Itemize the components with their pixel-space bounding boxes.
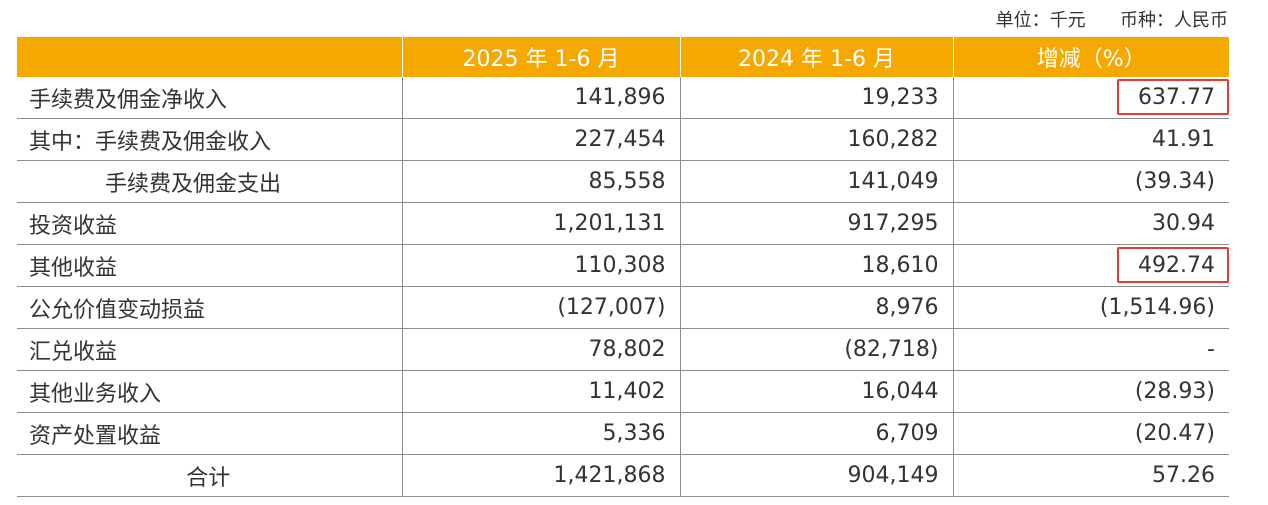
table-row: 手续费及佣金净收入 141,896 19,233 637.77 (17, 77, 1229, 119)
row-label: 公允价值变动损益 (17, 286, 402, 329)
change-value: (20.47) (952, 412, 1229, 455)
table-header-row: 2025 年 1-6 月 2024 年 1-6 月 增减（%） (17, 37, 1229, 77)
value-2024: 8,976 (679, 286, 953, 329)
change-value: - (952, 328, 1229, 371)
value-2024: 160,282 (679, 118, 953, 161)
total-label: 合计 (17, 454, 402, 497)
value-2024: 917,295 (679, 202, 953, 245)
change-value: 57.26 (952, 454, 1229, 497)
change-value: (1,514.96) (952, 286, 1229, 329)
header-item (17, 37, 402, 77)
header-2025: 2025 年 1-6 月 (401, 37, 680, 77)
value-2024: 6,709 (679, 412, 953, 455)
value-2024: 18,610 (679, 244, 953, 287)
table-row: 汇兑收益 78,802 (82,718) - (17, 328, 1229, 371)
row-label: 投资收益 (17, 202, 402, 245)
change-cell-highlighted: 492.74 (952, 244, 1229, 287)
table-row: 手续费及佣金支出 85,558 141,049 (39.34) (17, 160, 1229, 203)
value-2025: 85,558 (401, 160, 680, 203)
table-row: 其中：手续费及佣金收入 227,454 160,282 41.91 (17, 118, 1229, 161)
header-change: 增减（%） (952, 37, 1229, 77)
value-2024: 904,149 (679, 454, 953, 497)
highlight-box (1117, 79, 1229, 115)
row-label: 资产处置收益 (17, 412, 402, 455)
change-value: (28.93) (952, 370, 1229, 413)
row-label: 手续费及佣金净收入 (17, 77, 402, 119)
change-cell-highlighted: 637.77 (952, 77, 1229, 119)
income-table: 2025 年 1-6 月 2024 年 1-6 月 增减（%） 手续费及佣金净收… (17, 37, 1229, 497)
value-2024: 141,049 (679, 160, 953, 203)
units-currency-note: 单位：千元 币种：人民币 (995, 10, 1228, 31)
row-label: 手续费及佣金支出 (17, 160, 402, 203)
value-2025: 11,402 (401, 370, 680, 413)
value-2025: 141,896 (401, 77, 680, 119)
table-row: 其他收益 110,308 18,610 492.74 (17, 244, 1229, 287)
row-label: 其他收益 (17, 244, 402, 287)
value-2025: 1,201,131 (401, 202, 680, 245)
value-2025: 1,421,868 (401, 454, 680, 497)
change-value: 637.77 (1138, 85, 1215, 110)
row-label: 其他业务收入 (17, 370, 402, 413)
value-2025: (127,007) (401, 286, 680, 329)
value-2024: (82,718) (679, 328, 953, 371)
value-2025: 110,308 (401, 244, 680, 287)
row-label: 汇兑收益 (17, 328, 402, 371)
table-total-row: 合计 1,421,868 904,149 57.26 (17, 454, 1229, 497)
value-2024: 16,044 (679, 370, 953, 413)
table-row: 投资收益 1,201,131 917,295 30.94 (17, 202, 1229, 245)
change-value: 41.91 (952, 118, 1229, 161)
change-value: 30.94 (952, 202, 1229, 245)
row-label: 其中：手续费及佣金收入 (17, 118, 402, 161)
value-2025: 227,454 (401, 118, 680, 161)
table-row: 资产处置收益 5,336 6,709 (20.47) (17, 412, 1229, 455)
value-2025: 78,802 (401, 328, 680, 371)
table-row: 公允价值变动损益 (127,007) 8,976 (1,514.96) (17, 286, 1229, 329)
value-2024: 19,233 (679, 77, 953, 119)
change-value: (39.34) (952, 160, 1229, 203)
highlight-box (1117, 247, 1229, 283)
change-value: 492.74 (1138, 253, 1215, 278)
table-row: 其他业务收入 11,402 16,044 (28.93) (17, 370, 1229, 413)
value-2025: 5,336 (401, 412, 680, 455)
header-2024: 2024 年 1-6 月 (679, 37, 953, 77)
